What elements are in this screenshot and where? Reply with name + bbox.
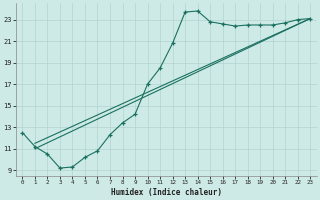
X-axis label: Humidex (Indice chaleur): Humidex (Indice chaleur)	[111, 188, 222, 197]
